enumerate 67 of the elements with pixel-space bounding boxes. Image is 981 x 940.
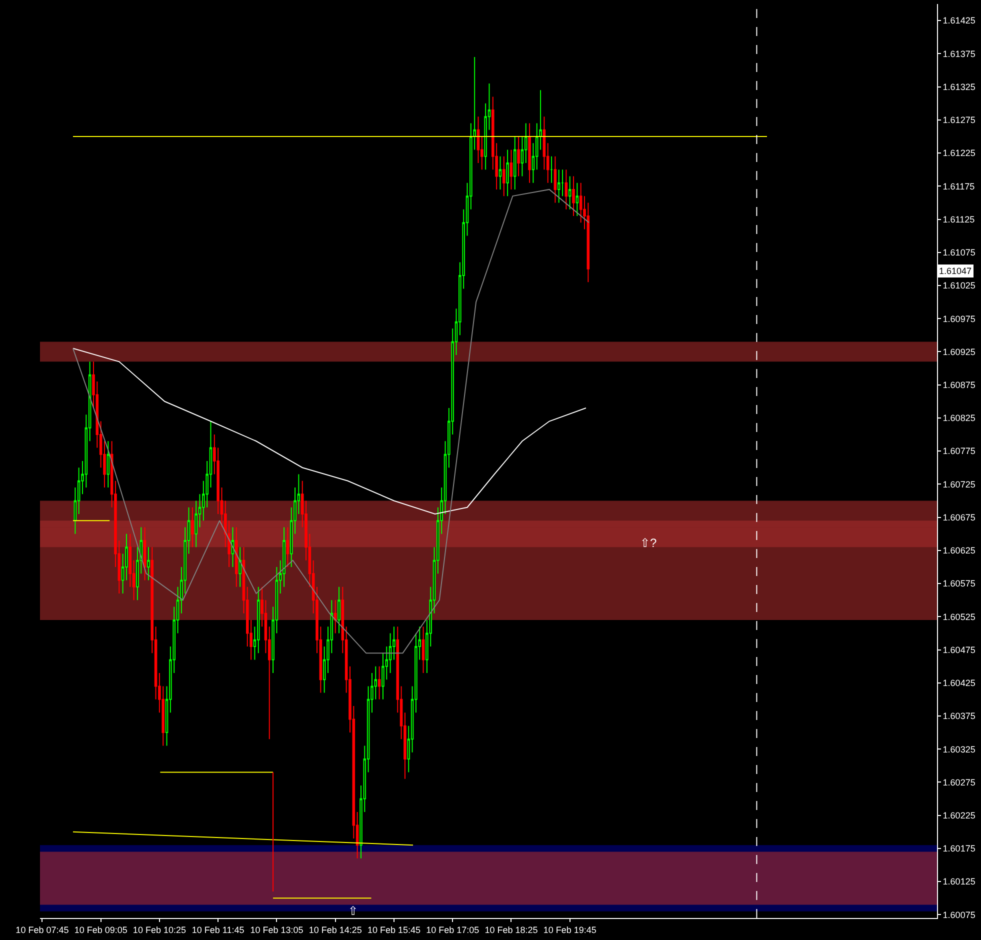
candlestick xyxy=(378,666,381,700)
y-tick-label: 1.60825 xyxy=(942,413,976,424)
candlestick xyxy=(513,136,516,190)
x-tick-label: 10 Feb 17:05 xyxy=(426,924,480,935)
annotation: 1.61047 xyxy=(939,266,972,276)
y-tick-label: 1.61175 xyxy=(942,181,975,192)
y-tick-label: 1.61125 xyxy=(942,214,975,224)
y-tick-label: 1.61075 xyxy=(942,248,976,258)
x-tick-label: 10 Feb 18:25 xyxy=(484,924,538,935)
y-tick-label: 1.60125 xyxy=(942,876,976,887)
candlestick xyxy=(502,156,506,197)
y-tick-label: 1.60575 xyxy=(942,578,976,589)
y-tick-label: 1.60275 xyxy=(942,777,976,788)
candlestick xyxy=(506,149,509,197)
candlestick xyxy=(422,626,425,674)
candlestick xyxy=(568,176,572,210)
candlestick xyxy=(334,600,337,634)
x-tick-label: 10 Feb 15:45 xyxy=(367,924,420,935)
x-tick-label: 10 Feb 13:05 xyxy=(250,924,304,935)
candlestick xyxy=(286,526,290,568)
candlestick xyxy=(510,149,513,190)
candlestick xyxy=(554,156,557,204)
y-tick-label: 1.60975 xyxy=(942,314,976,324)
y-tick-label: 1.61225 xyxy=(942,148,976,158)
annotation: ⇧? xyxy=(640,536,657,550)
candlestick xyxy=(231,526,234,568)
y-tick-label: 1.60425 xyxy=(942,678,976,688)
candlestick xyxy=(235,526,238,588)
candlestick xyxy=(557,169,560,204)
y-tick-label: 1.60375 xyxy=(942,711,976,722)
candlestick xyxy=(528,122,531,184)
candlestick xyxy=(338,586,340,634)
x-tick-label: 10 Feb 11:45 xyxy=(192,924,244,935)
y-tick-label: 1.61275 xyxy=(942,115,976,126)
y-tick-label: 1.60325 xyxy=(942,744,976,754)
candlestick xyxy=(498,156,502,190)
candlestick xyxy=(106,440,110,488)
y-tick-label: 1.60525 xyxy=(942,612,976,622)
y-tick-label: 1.61375 xyxy=(942,48,976,59)
y-tick-label: 1.60725 xyxy=(942,479,976,490)
y-tick-label: 1.60775 xyxy=(942,446,976,456)
y-tick-label: 1.60075 xyxy=(942,910,976,920)
candlestick xyxy=(238,546,242,588)
candlestick xyxy=(517,136,520,177)
x-tick-label: 10 Feb 19:45 xyxy=(543,924,596,935)
candlestick xyxy=(572,176,575,216)
x-tick-label: 10 Feb 14:25 xyxy=(308,924,362,935)
y-tick-label: 1.60625 xyxy=(942,546,976,556)
x-tick-label: 10 Feb 10:25 xyxy=(132,924,186,935)
y-tick-label: 1.60925 xyxy=(942,346,976,357)
x-tick-label: 10 Feb 09:05 xyxy=(74,924,128,935)
y-tick-label: 1.60225 xyxy=(942,810,976,820)
y-tick-label: 1.60875 xyxy=(942,380,976,390)
y-tick-label: 1.61425 xyxy=(942,16,976,26)
y-tick-label: 1.61325 xyxy=(942,82,976,92)
annotation: ⇧ xyxy=(348,904,358,918)
y-tick-label: 1.60675 xyxy=(942,512,976,522)
y-tick-label: 1.60475 xyxy=(942,644,976,655)
candlestick xyxy=(550,156,553,184)
candlestick xyxy=(564,169,568,210)
x-tick-label: 10 Feb 07:45 xyxy=(16,924,69,935)
candlestick xyxy=(191,506,194,548)
candlestick xyxy=(576,182,579,216)
y-tick-label: 1.61025 xyxy=(942,280,976,291)
candlestick xyxy=(147,546,150,581)
candlestick xyxy=(143,526,146,581)
y-tick-label: 1.60175 xyxy=(942,844,976,854)
